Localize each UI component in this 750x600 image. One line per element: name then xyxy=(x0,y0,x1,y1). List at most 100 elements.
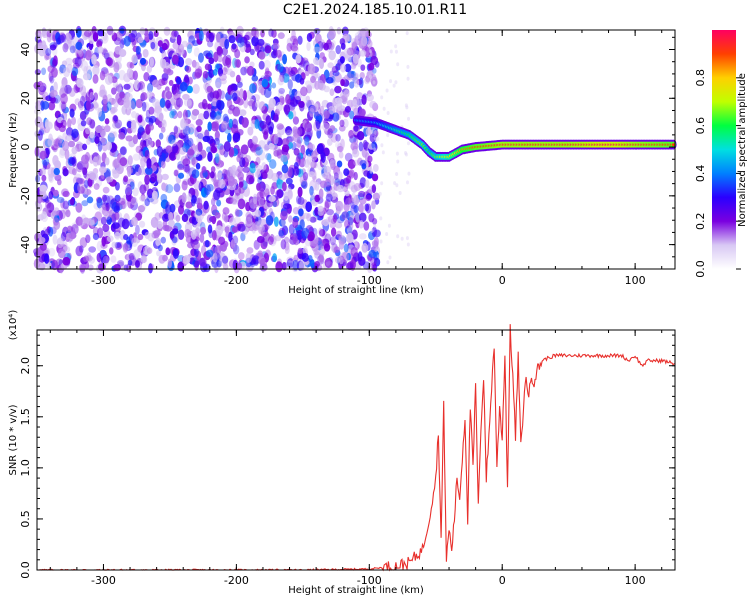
noise-speckle xyxy=(82,217,90,224)
noise-speckle xyxy=(341,211,349,220)
noise-speckle xyxy=(247,100,256,107)
noise-speckle xyxy=(69,198,75,206)
noise-speckle xyxy=(200,226,207,235)
noise-speckle xyxy=(360,36,368,47)
noise-speckle xyxy=(310,239,319,247)
noise-speckle xyxy=(169,110,175,119)
noise-speckle xyxy=(82,32,89,41)
noise-speckle xyxy=(235,33,243,44)
noise-speckle xyxy=(319,58,324,70)
noise-speckle xyxy=(253,239,260,250)
noise-speckle xyxy=(364,77,371,85)
noise-speckle xyxy=(158,132,164,140)
noise-speckle xyxy=(359,212,367,223)
noise-speckle xyxy=(358,190,366,198)
noise-speckle xyxy=(217,67,224,77)
noise-speckle xyxy=(156,145,164,157)
noise-speckle xyxy=(42,159,48,170)
noise-speckle xyxy=(405,180,409,185)
noise-speckle xyxy=(43,253,50,264)
noise-speckle xyxy=(296,126,305,137)
noise-speckle xyxy=(316,161,325,171)
noise-speckle xyxy=(354,79,360,88)
noise-speckle xyxy=(298,208,304,217)
noise-speckle xyxy=(137,82,143,91)
noise-speckle xyxy=(232,132,241,143)
noise-speckle xyxy=(53,167,60,176)
noise-speckle xyxy=(113,115,118,122)
noise-speckle xyxy=(348,215,355,224)
noise-speckle xyxy=(51,67,58,78)
noise-speckle xyxy=(385,232,389,237)
noise-speckle xyxy=(350,61,357,70)
noise-speckle xyxy=(407,171,411,176)
noise-speckle xyxy=(38,236,46,244)
noise-speckle xyxy=(62,140,70,152)
noise-speckle xyxy=(254,118,260,129)
noise-speckle xyxy=(243,34,250,41)
noise-speckle xyxy=(229,198,238,205)
noise-speckle xyxy=(281,181,287,192)
noise-speckle xyxy=(280,154,289,163)
noise-speckle xyxy=(115,242,122,251)
colorbar: 0.0 0.2 0.4 0.6 0.8 Normalized spectral ampl… xyxy=(694,30,748,278)
noise-speckle xyxy=(212,68,218,76)
noise-speckle xyxy=(195,208,203,216)
noise-speckle xyxy=(347,70,355,79)
noise-speckle xyxy=(314,251,321,259)
noise-speckle xyxy=(259,188,265,197)
noise-speckle xyxy=(68,157,76,165)
noise-speckle xyxy=(394,80,398,85)
noise-speckle xyxy=(300,86,308,97)
noise-speckle xyxy=(346,226,353,235)
noise-speckle xyxy=(155,139,161,148)
noise-speckle xyxy=(88,246,97,253)
noise-speckle xyxy=(267,236,274,245)
noise-speckle xyxy=(198,52,204,63)
noise-speckle xyxy=(292,233,298,244)
noise-speckle xyxy=(354,32,361,40)
noise-speckle xyxy=(158,112,164,122)
noise-speckle xyxy=(258,51,266,60)
noise-speckle xyxy=(106,94,113,104)
noise-speckle xyxy=(122,242,130,252)
noise-speckle xyxy=(229,83,236,91)
noise-speckle xyxy=(283,191,289,201)
noise-speckle xyxy=(238,109,247,117)
noise-speckle xyxy=(404,103,408,108)
noise-speckle xyxy=(125,191,132,202)
noise-speckle xyxy=(171,54,179,65)
noise-speckle xyxy=(292,133,301,143)
noise-speckle xyxy=(308,143,316,151)
noise-speckle xyxy=(113,37,122,46)
x-tick-label: -300 xyxy=(91,274,116,287)
noise-speckle xyxy=(359,49,367,57)
noise-speckle xyxy=(245,174,254,185)
noise-speckle xyxy=(51,210,59,217)
noise-speckle xyxy=(164,61,170,70)
noise-speckle xyxy=(184,74,190,83)
noise-speckle xyxy=(341,26,349,37)
noise-speckle xyxy=(134,166,142,176)
noise-speckle xyxy=(328,50,336,61)
noise-speckle xyxy=(198,102,206,109)
noise-speckle xyxy=(329,158,335,168)
noise-speckle xyxy=(142,139,151,147)
noise-speckle xyxy=(62,200,70,210)
noise-speckle xyxy=(377,254,381,259)
noise-speckle xyxy=(287,79,293,90)
noise-speckle xyxy=(339,56,345,64)
noise-speckle xyxy=(221,255,229,264)
noise-speckle xyxy=(314,181,320,191)
noise-speckle xyxy=(343,89,350,98)
noise-speckle xyxy=(41,211,48,220)
noise-speckle xyxy=(197,141,203,153)
y-tick-label: 2.0 xyxy=(19,357,32,375)
noise-speckle xyxy=(285,94,291,105)
noise-speckle xyxy=(152,79,160,88)
noise-speckle xyxy=(56,37,61,45)
noise-speckle xyxy=(308,231,315,241)
spectrogram-y-axis-label: Frequency (Hz) xyxy=(8,112,19,188)
noise-speckle xyxy=(114,241,122,249)
noise-speckle xyxy=(85,234,91,244)
